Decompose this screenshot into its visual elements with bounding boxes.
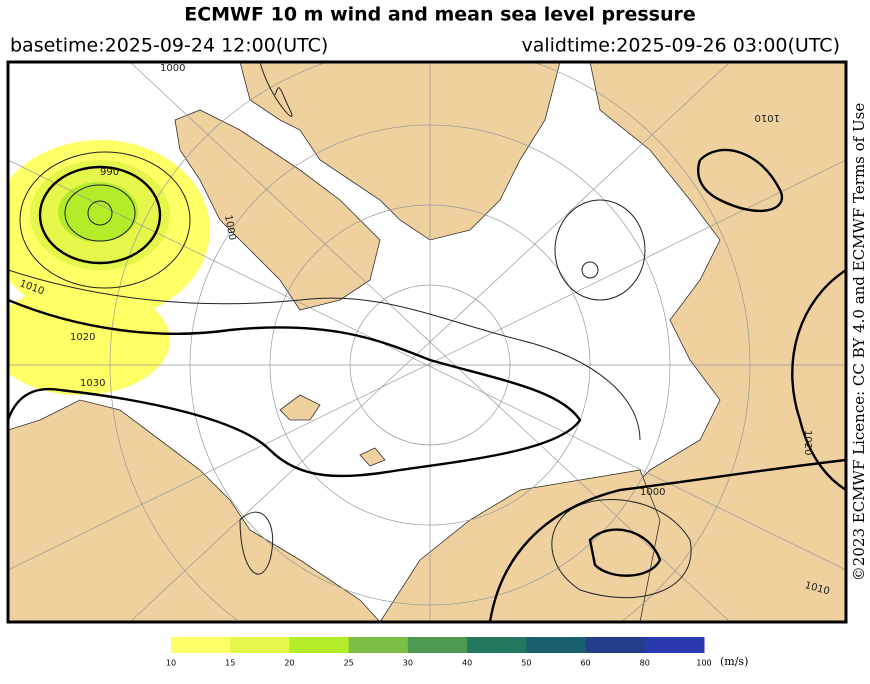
contour-label: 1030 bbox=[80, 378, 105, 389]
colorbar: 10 15 20 25 30 40 50 60 80 100 (m/s) bbox=[166, 637, 748, 668]
isobars bbox=[8, 62, 846, 622]
contour-label: 1020 bbox=[70, 332, 95, 343]
title: ECMWF 10 m wind and mean sea level press… bbox=[184, 4, 696, 26]
licence: ©2023 ECMWF Licence: CC BY 4.0 and ECMWF… bbox=[850, 103, 868, 582]
colorbar-segment bbox=[407, 637, 468, 653]
land bbox=[359, 447, 386, 467]
colorbar-tick-label: 60 bbox=[580, 659, 590, 668]
graticule bbox=[8, 62, 846, 622]
map-frame bbox=[6, 60, 848, 624]
basetime: basetime:2025-09-24 12:00(UTC) bbox=[10, 35, 328, 57]
contour-label: 1000 bbox=[160, 63, 185, 74]
colorbar-tick-label: 100 bbox=[696, 659, 711, 668]
colorbar-tick-label: 10 bbox=[166, 659, 176, 668]
land bbox=[239, 62, 561, 241]
colorbar-segment bbox=[644, 637, 705, 653]
contour-label: 990 bbox=[100, 167, 119, 178]
colorbar-tick-label: 15 bbox=[225, 659, 235, 668]
land bbox=[279, 394, 321, 421]
colorbar-tick-label: 80 bbox=[640, 659, 650, 668]
validtime: validtime:2025-09-26 03:00(UTC) bbox=[521, 35, 840, 57]
wind-area bbox=[8, 285, 170, 395]
colorbar-segment bbox=[348, 637, 409, 653]
colorbar-segment bbox=[585, 637, 646, 653]
colorbar-segment bbox=[230, 637, 290, 653]
contour-label: 1000 bbox=[222, 214, 237, 241]
map: 990 1000 1010 1020 1030 1000 1010 1000 1… bbox=[6, 60, 848, 624]
colorbar-tick-label: 20 bbox=[284, 659, 294, 668]
colorbar-tick-label: 25 bbox=[344, 659, 354, 668]
colorbar-segment bbox=[289, 637, 350, 653]
land bbox=[174, 109, 381, 311]
wind-area bbox=[58, 182, 138, 242]
colorbar-segment bbox=[526, 637, 587, 653]
colorbar-tick-label: 40 bbox=[462, 659, 472, 668]
contour-label: 1010 bbox=[755, 112, 780, 123]
colorbar-segment bbox=[171, 637, 231, 653]
colorbar-tick-label: 50 bbox=[521, 659, 531, 668]
colorbar-tick-label: 30 bbox=[403, 659, 413, 668]
land bbox=[8, 399, 381, 622]
contour-label: 1000 bbox=[640, 487, 665, 498]
contour-label: 1020 bbox=[802, 430, 813, 455]
land bbox=[379, 469, 661, 622]
colorbar-unit: (m/s) bbox=[720, 655, 748, 668]
colorbar-segment bbox=[467, 637, 527, 653]
